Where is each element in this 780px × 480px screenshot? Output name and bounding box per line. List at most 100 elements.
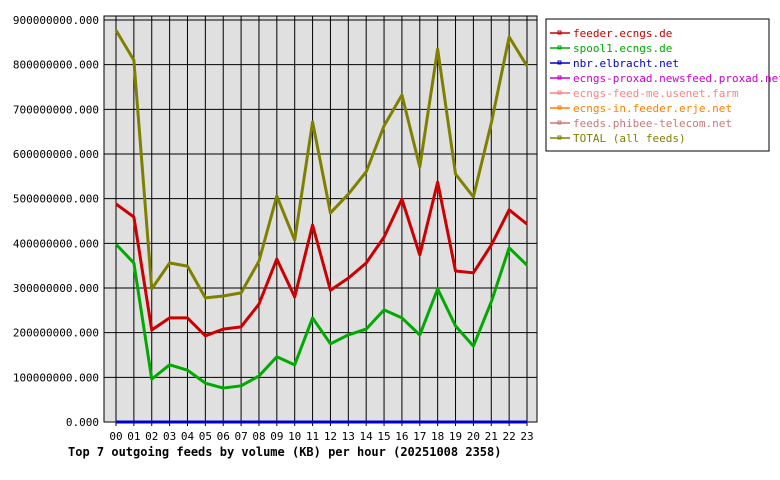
series-line-0 xyxy=(115,180,528,338)
legend-label: ecngs-proxad.newsfeed.proxad.net xyxy=(573,72,780,85)
x-tick-label: 19 xyxy=(449,430,462,443)
x-tick-label: 17 xyxy=(413,430,426,443)
data-point xyxy=(508,209,510,211)
x-tick-label: 23 xyxy=(520,430,533,443)
data-point xyxy=(455,173,457,175)
data-point xyxy=(312,121,314,123)
data-point xyxy=(115,203,117,205)
data-point xyxy=(401,421,403,423)
data-point xyxy=(186,369,188,371)
legend-marker xyxy=(557,60,562,65)
x-tick-label: 04 xyxy=(181,430,195,443)
y-tick-label: 900000000.000 xyxy=(13,14,99,27)
data-point xyxy=(472,345,474,347)
data-point xyxy=(419,421,421,423)
data-point xyxy=(329,289,331,291)
data-point xyxy=(276,421,278,423)
data-point xyxy=(401,317,403,319)
data-point xyxy=(329,343,331,345)
data-point xyxy=(329,212,331,214)
data-point xyxy=(437,288,439,290)
data-point xyxy=(526,421,528,423)
data-point xyxy=(526,223,528,225)
data-point xyxy=(455,421,457,423)
legend xyxy=(545,18,770,152)
legend-marker xyxy=(557,105,562,110)
data-point xyxy=(169,262,171,264)
legend-marker xyxy=(557,90,562,95)
legend-marker xyxy=(557,135,562,140)
data-point xyxy=(151,421,153,423)
series-line-1 xyxy=(114,243,529,390)
data-point xyxy=(222,421,224,423)
data-point xyxy=(347,193,349,195)
data-point xyxy=(186,317,188,319)
data-point xyxy=(169,317,171,319)
data-point xyxy=(312,224,314,226)
x-tick-label: 09 xyxy=(270,430,283,443)
data-point xyxy=(347,277,349,279)
data-point xyxy=(115,243,117,245)
data-point xyxy=(294,296,296,298)
data-point xyxy=(383,421,385,423)
data-point xyxy=(383,309,385,311)
data-point xyxy=(472,272,474,274)
x-tick-label: 14 xyxy=(360,430,374,443)
y-tick-label: 800000000.000 xyxy=(13,59,99,72)
x-tick-label: 05 xyxy=(199,430,212,443)
data-point xyxy=(258,375,260,377)
x-tick-label: 18 xyxy=(431,430,444,443)
data-point xyxy=(365,262,367,264)
data-point xyxy=(258,421,260,423)
data-point xyxy=(508,421,510,423)
y-tick-label: 700000000.000 xyxy=(13,103,99,116)
data-point xyxy=(240,326,242,328)
data-point xyxy=(133,262,135,264)
data-point xyxy=(169,364,171,366)
plot-area xyxy=(103,15,538,423)
y-tick-label: 200000000.000 xyxy=(13,327,99,340)
x-tick-label: 11 xyxy=(306,430,319,443)
data-point xyxy=(437,48,439,50)
data-point xyxy=(151,329,153,331)
x-tick-label: 00 xyxy=(109,430,122,443)
y-tick-label: 0.000 xyxy=(66,416,99,429)
legend-label: TOTAL (all feeds) xyxy=(573,132,686,145)
data-point xyxy=(169,421,171,423)
data-point xyxy=(401,198,403,200)
data-point xyxy=(383,125,385,127)
data-point xyxy=(258,260,260,262)
x-tick-label: 20 xyxy=(467,430,480,443)
data-point xyxy=(419,166,421,168)
data-point xyxy=(240,421,242,423)
data-point xyxy=(312,421,314,423)
data-point xyxy=(133,216,135,218)
y-tick-label: 500000000.000 xyxy=(13,193,99,206)
data-point xyxy=(347,421,349,423)
x-tick-label: 13 xyxy=(342,430,355,443)
data-point xyxy=(276,195,278,197)
data-point xyxy=(365,328,367,330)
data-point xyxy=(437,181,439,183)
data-point xyxy=(526,264,528,266)
legend-marker xyxy=(557,120,562,125)
x-tick-label: 07 xyxy=(234,430,247,443)
data-point xyxy=(133,59,135,61)
data-point xyxy=(401,94,403,96)
data-point xyxy=(186,265,188,267)
data-point xyxy=(222,387,224,389)
data-point xyxy=(294,239,296,241)
data-point xyxy=(276,356,278,358)
series-line-7 xyxy=(114,29,529,300)
data-point xyxy=(490,122,492,124)
data-point xyxy=(437,421,439,423)
data-point xyxy=(240,292,242,294)
legend-label: ecngs-feed-me.usenet.farm xyxy=(573,87,739,100)
data-point xyxy=(312,317,314,319)
data-point xyxy=(508,36,510,38)
x-tick-label: 06 xyxy=(217,430,230,443)
data-point xyxy=(294,421,296,423)
data-point xyxy=(151,378,153,380)
legend-label: feeder.ecngs.de xyxy=(573,27,672,40)
x-tick-label: 15 xyxy=(377,430,390,443)
